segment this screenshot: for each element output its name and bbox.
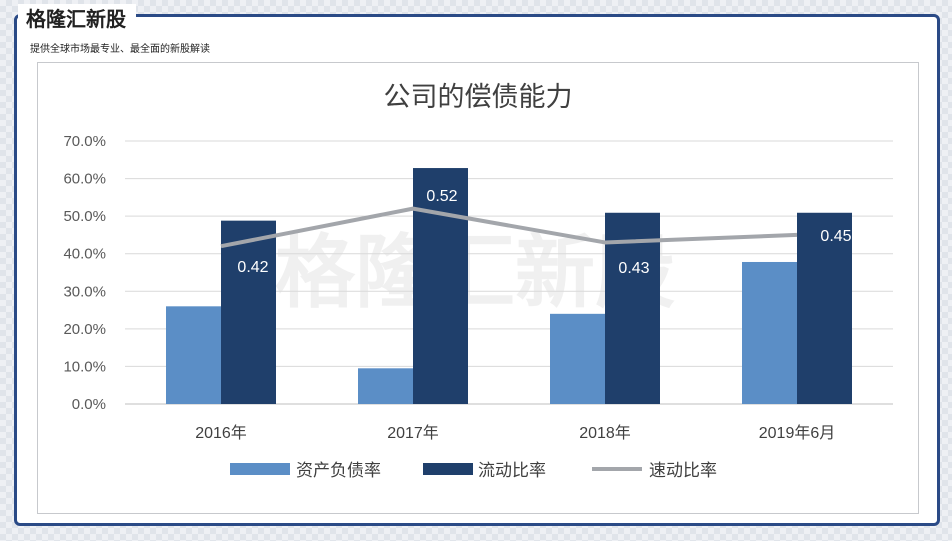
y-tick-label: 0.0%: [72, 396, 106, 413]
y-tick-label: 60.0%: [63, 171, 106, 188]
brand-title: 格隆汇新股: [26, 7, 126, 31]
x-tick-label: 2016年: [195, 424, 247, 442]
brand-subtitle: 提供全球市场最专业、最全面的新股解读: [30, 44, 210, 55]
data-label-quick-ratio: 0.43: [618, 260, 649, 277]
y-tick-label: 20.0%: [63, 321, 106, 338]
y-tick-label: 40.0%: [63, 246, 106, 263]
bar-current-ratio: [221, 220, 276, 404]
data-label-quick-ratio: 0.42: [237, 259, 268, 276]
bar-current-ratio: [605, 212, 660, 404]
line-quick-ratio: [220, 206, 798, 249]
bar-current-ratio: [797, 212, 852, 404]
chart-title: 公司的偿债能力: [384, 82, 573, 112]
legend-swatch: [230, 463, 290, 475]
y-tick-label: 50.0%: [63, 208, 106, 225]
bar-debt-ratio: [742, 261, 797, 404]
data-label-quick-ratio: 0.52: [426, 188, 457, 205]
legend-label: 流动比率: [478, 461, 546, 480]
bar-debt-ratio: [550, 313, 605, 404]
bar-debt-ratio: [358, 368, 413, 404]
x-tick-label: 2019年6月: [759, 424, 836, 442]
legend-label: 资产负债率: [296, 461, 381, 480]
x-tick-label: 2017年: [387, 424, 439, 442]
y-tick-label: 10.0%: [63, 358, 106, 375]
legend-swatch: [423, 463, 473, 475]
y-tick-label: 70.0%: [63, 133, 106, 150]
bar-current-ratio: [413, 168, 468, 404]
data-label-quick-ratio: 0.45: [820, 228, 851, 245]
legend-label: 速动比率: [649, 461, 717, 480]
brand-header: 格隆汇新股: [18, 4, 136, 38]
y-tick-label: 30.0%: [63, 283, 106, 300]
x-tick-label: 2018年: [579, 424, 631, 442]
bar-debt-ratio: [166, 306, 221, 404]
